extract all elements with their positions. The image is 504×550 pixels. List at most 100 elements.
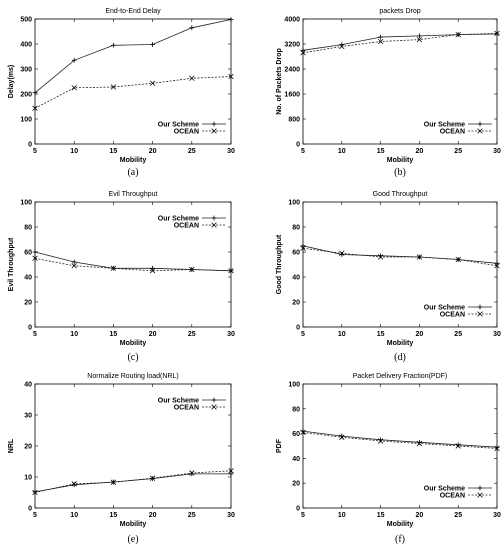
y-tick-label: 0 — [28, 325, 32, 332]
data-point-our-scheme — [494, 260, 500, 266]
panel-caption: (c) — [127, 352, 138, 363]
data-point-our-scheme — [189, 471, 195, 477]
legend-marker — [477, 311, 483, 317]
x-tick-label: 30 — [227, 512, 235, 519]
data-point-our-scheme — [494, 31, 500, 37]
data-point-ocean — [228, 268, 234, 274]
series-line-our-scheme — [34, 473, 231, 493]
data-point-our-scheme — [300, 243, 306, 249]
chart-pdf: Packet Delivery Fraction(PDF) 0 20 40 60 80 10… — [276, 373, 501, 545]
y-tick-label: 200 — [20, 92, 32, 99]
x-tick-label: 10 — [70, 331, 78, 338]
x-tick-label: 30 — [227, 148, 235, 155]
x-tick-label: 20 — [149, 512, 157, 519]
legend-label: Our Scheme — [158, 122, 199, 129]
y-tick-label: 400 — [20, 42, 32, 49]
x-tick-label: 30 — [227, 331, 235, 338]
panel-caption: (d) — [394, 352, 406, 363]
x-tick-label: 10 — [70, 512, 78, 519]
chart-title: Normalize Routing load(NRL) — [87, 373, 178, 380]
data-point-ocean — [377, 254, 384, 260]
x-axis-label: Mobility — [387, 340, 414, 347]
series-line-our-scheme — [34, 251, 232, 272]
y-tick-label: 80 — [292, 406, 300, 413]
x-tick-label: 20 — [149, 148, 157, 155]
data-point-our-scheme — [71, 57, 77, 63]
data-point-ocean — [416, 36, 423, 43]
y-tick-label: 20 — [292, 300, 300, 307]
legend-marker — [211, 215, 217, 221]
series-line-ocean — [34, 76, 232, 109]
chart-title: End-to-End Delay — [105, 8, 161, 15]
x-tick-label: 25 — [188, 148, 196, 155]
y-tick-label: 80 — [292, 225, 300, 232]
x-tick-label: 25 — [454, 148, 462, 155]
data-point-our-scheme — [228, 17, 234, 22]
y-tick-label: 20 — [24, 300, 32, 307]
series-line-ocean — [302, 432, 498, 449]
x-tick-label: 10 — [338, 512, 346, 519]
x-tick-label: 10 — [338, 148, 346, 155]
x-tick-label: 15 — [110, 512, 118, 519]
x-tick-label: 5 — [33, 331, 37, 338]
x-tick-label: 5 — [301, 512, 305, 519]
series-line-ocean — [302, 33, 498, 54]
x-axis-label: Mobility — [120, 521, 147, 528]
data-point-ocean — [494, 445, 500, 452]
legend-marker — [211, 397, 217, 403]
y-tick-label: 20 — [24, 444, 32, 451]
y-axis-label: No. of Packets Drop — [276, 48, 283, 115]
series-line-ocean — [34, 257, 232, 272]
y-tick-label: 0 — [28, 142, 32, 149]
data-point-ocean — [494, 263, 500, 269]
y-tick-label: 1600 — [284, 92, 300, 99]
legend-label: Our Scheme — [158, 398, 199, 405]
data-point-ocean — [189, 75, 195, 81]
y-tick-label: 100 — [288, 200, 300, 207]
y-axis-label: Delay(ms) — [8, 65, 15, 98]
series-line-our-scheme — [302, 245, 498, 264]
y-tick-label: 80 — [24, 225, 32, 232]
legend-marker — [477, 304, 483, 310]
x-tick-label: 30 — [493, 148, 501, 155]
data-point-ocean — [300, 429, 306, 436]
data-point-our-scheme — [32, 249, 38, 255]
y-tick-label: 60 — [292, 431, 300, 438]
legend-marker — [477, 121, 483, 127]
data-point-ocean — [71, 263, 77, 269]
legend-marker — [211, 128, 217, 134]
x-tick-label: 30 — [493, 512, 501, 519]
legend-label: Our Scheme — [424, 122, 465, 129]
data-point-ocean — [228, 468, 234, 474]
data-point-ocean — [149, 268, 156, 274]
plot-frame — [302, 201, 498, 328]
y-tick-label: 30 — [24, 413, 32, 420]
x-tick-label: 5 — [301, 148, 305, 155]
y-tick-label: 100 — [288, 382, 300, 389]
y-tick-label: 300 — [20, 67, 32, 74]
x-tick-label: 15 — [110, 148, 118, 155]
x-axis-label: Mobility — [120, 340, 147, 347]
y-tick-label: 0 — [296, 142, 300, 149]
legend-marker — [211, 121, 217, 127]
data-point-ocean — [339, 434, 345, 441]
data-point-ocean — [32, 489, 38, 496]
legend-label: OCEAN — [174, 223, 199, 230]
data-point-ocean — [32, 255, 38, 261]
data-point-ocean — [377, 38, 384, 45]
y-tick-label: 0 — [296, 506, 300, 513]
y-axis-label: Evil Throughput — [8, 237, 15, 291]
data-point-ocean — [189, 266, 195, 273]
data-point-our-scheme — [150, 42, 155, 47]
plot-frame — [34, 201, 232, 328]
chart-title: Packet Delivery Fraction(PDF) — [353, 373, 448, 380]
x-tick-label: 25 — [188, 331, 196, 338]
panel-caption: (e) — [127, 534, 138, 545]
data-point-our-scheme — [32, 90, 38, 96]
chart-delay: End-to-End Delay 0 100 200 300 400 500 5 10 15 20 2… — [8, 8, 235, 178]
series-line-our-scheme — [34, 19, 232, 94]
y-tick-label: 100 — [20, 200, 32, 207]
y-axis-label: Good Throughput — [276, 234, 283, 294]
x-axis-label: Mobility — [387, 157, 414, 164]
